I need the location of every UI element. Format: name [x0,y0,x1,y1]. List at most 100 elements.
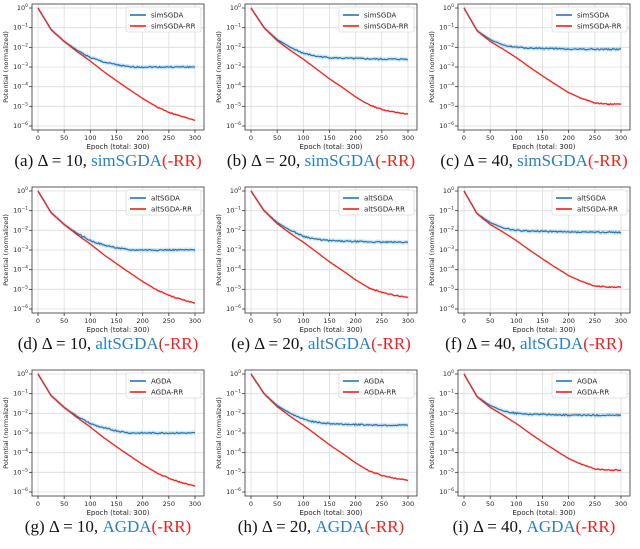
x-tick-label: 300 [402,317,414,325]
legend: simSGDA simSGDA-RR [125,6,202,33]
x-tick-label: 100 [297,500,309,508]
subplot-caption: (c) Δ = 40, simSGDA(-RR) [428,151,640,171]
x-axis-label: Epoch (total: 300) [512,509,575,516]
series-line-altSGDA-RR [463,190,622,289]
y-tick-label: 10−2 [439,408,454,417]
x-tick-label: 300 [189,317,201,325]
x-tick-label: 0 [249,134,253,142]
y-tick-label: 10−4 [13,265,28,274]
x-tick-label: 300 [615,134,627,142]
x-tick-label: 100 [510,500,522,508]
series-line-simSGDA [463,7,622,51]
y-tick-label: 10−3 [439,428,454,437]
y-tick-label: 10−2 [13,408,28,417]
caption-method: simSGDA [517,151,588,170]
x-tick-label: 50 [486,317,494,325]
y-axis-label: Potential (normalized) [215,397,223,469]
y-tick-label: 10−6 [439,304,454,313]
x-axis-label: Epoch (total: 300) [299,326,362,333]
x-tick-label: 200 [136,500,148,508]
legend: altSGDA altSGDA-RR [125,189,202,216]
caption-prefix: (i) Δ = 40, [452,517,527,536]
y-axis-label: Potential (normalized) [2,397,10,469]
y-tick-label: 10−3 [439,62,454,71]
x-tick-label: 200 [562,500,574,508]
x-tick-label: 50 [273,500,281,508]
x-tick-label: 250 [376,317,388,325]
x-tick-label: 0 [462,500,466,508]
y-tick-label: 10−6 [13,487,28,496]
caption-prefix: (d) Δ = 10, [17,334,96,353]
caption-method: AGDA [526,517,576,536]
subplot-i: 0 50 100 150 200 250 300 100 10−1 10−2 10−3 10−4 10−… [428,366,640,549]
caption-method: AGDA [102,517,152,536]
series-line-simSGDA-RR [250,7,409,115]
y-tick-label: 10−3 [439,245,454,254]
x-tick-label: 250 [589,134,601,142]
legend-label: AGDA-RR [364,389,396,397]
legend-label: AGDA [151,378,171,386]
y-axis-label: Potential (normalized) [428,214,436,286]
y-tick-label: 10−4 [226,265,241,274]
y-tick-label: 10−1 [13,23,28,32]
y-tick-label: 10−3 [226,62,241,71]
subplot-c: 0 50 100 150 200 250 300 100 10−1 10−2 10−3 10−4 10−… [428,0,640,183]
plot-area: 0 50 100 150 200 250 300 100 10−1 10−2 10−3 10−4 10−… [215,369,418,516]
y-tick-label: 10−3 [13,62,28,71]
plot-area: 0 50 100 150 200 250 300 100 10−1 10−2 10−3 10−4 10−… [2,186,205,333]
x-tick-label: 0 [462,317,466,325]
series-line-simSGDA-RR [463,7,622,106]
legend-label: simSGDA-RR [151,23,196,31]
legend-label: simSGDA [577,12,610,20]
x-tick-label: 100 [297,134,309,142]
caption-prefix: (c) Δ = 40, [440,151,518,170]
y-tick-label: 10−2 [226,408,241,417]
x-axis-label: Epoch (total: 300) [299,143,362,150]
subplot-caption: (f) Δ = 40, altSGDA(-RR) [428,334,640,354]
series-line-AGDA [463,373,622,417]
y-tick-label: 10−1 [439,389,454,398]
subplot-caption: (g) Δ = 10, AGDA(-RR) [2,517,214,537]
y-tick-label: 10−5 [439,284,454,293]
x-tick-label: 300 [189,500,201,508]
subplot-caption: (a) Δ = 10, simSGDA(-RR) [2,151,214,171]
y-tick-label: 10−5 [226,284,241,293]
y-tick-label: 10−6 [439,487,454,496]
caption-method: altSGDA [307,334,372,353]
series-band-AGDA [251,371,408,429]
y-tick-label: 100 [17,3,28,12]
caption-prefix: (b) Δ = 20, [226,151,305,170]
x-tick-label: 100 [297,317,309,325]
x-tick-label: 0 [36,500,40,508]
y-axis-label: Potential (normalized) [215,214,223,286]
series-band-simSGDA [464,5,621,53]
x-tick-label: 100 [510,134,522,142]
x-tick-label: 150 [110,317,122,325]
caption-rr: (-RR) [583,334,623,353]
legend-label: altSGDA [151,195,180,203]
series-line-simSGDA [250,7,409,61]
axes-frame [244,186,418,314]
x-tick-label: 150 [110,500,122,508]
x-tick-label: 150 [323,317,335,325]
y-tick-label: 10−1 [226,389,241,398]
y-tick-label: 100 [17,369,28,378]
legend: simSGDA simSGDA-RR [338,6,415,33]
x-axis-label: Epoch (total: 300) [86,143,149,150]
axes-frame [457,186,631,314]
y-tick-label: 10−5 [13,284,28,293]
x-tick-label: 200 [136,134,148,142]
x-tick-label: 0 [249,317,253,325]
legend: simSGDA simSGDA-RR [551,6,628,33]
subplot-d: 0 50 100 150 200 250 300 100 10−1 10−2 10−3 10−4 10−… [2,183,214,366]
caption-prefix: (h) Δ = 20, [237,517,316,536]
legend-label: altSGDA [577,195,606,203]
legend-label: AGDA-RR [577,389,609,397]
series-line-altSGDA [463,190,622,234]
caption-method: simSGDA [304,151,376,170]
legend-label: altSGDA-RR [577,206,618,214]
plot-area: 0 50 100 150 200 250 300 100 10−1 10−2 10−3 10−4 10−… [215,3,418,150]
y-tick-label: 10−1 [439,206,454,215]
caption-rr: (-RR) [158,334,199,353]
caption-prefix: (e) Δ = 20, [231,334,308,353]
